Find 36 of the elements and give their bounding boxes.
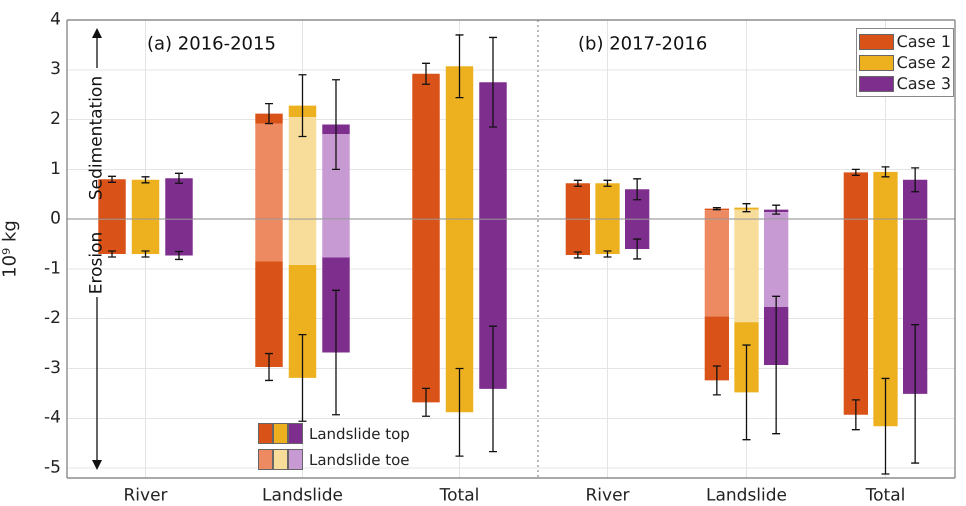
x-tick-label: Total	[864, 486, 906, 506]
x-tick-label: River	[123, 486, 168, 506]
bar	[255, 261, 283, 367]
bar	[704, 316, 730, 380]
x-tick-label: Landslide	[706, 486, 788, 506]
y-tick-label: 3	[50, 59, 61, 80]
bar	[322, 124, 350, 134]
bar	[764, 306, 788, 365]
bar	[288, 264, 316, 378]
annotation: (a) 2016-2015	[147, 34, 276, 55]
y-tick-label: -3	[44, 358, 61, 378]
y-tick-label: -1	[44, 258, 61, 278]
y-tick-label: -5	[44, 457, 61, 478]
bar	[255, 114, 283, 124]
annotation: Erosion	[86, 232, 106, 294]
y-tick-label: -2	[44, 308, 61, 328]
legend-label: Case 2	[896, 53, 951, 72]
y-tick-label: 4	[50, 9, 61, 30]
legend-label: Case 3	[896, 74, 951, 93]
y-tick-label: 2	[50, 108, 61, 129]
annotation: Sedimentation	[86, 76, 106, 200]
x-tick-label: Landslide	[262, 486, 344, 506]
legend-label: Case 1	[896, 32, 951, 51]
x-tick-label: Total	[438, 486, 480, 506]
y-axis-title: 10⁹ kg	[0, 220, 20, 278]
bar	[322, 257, 350, 353]
bar	[734, 322, 759, 392]
y-tick-label: -4	[44, 408, 61, 428]
annotation: Landslide top	[309, 424, 410, 442]
bar	[288, 106, 316, 118]
y-tick-label: 0	[50, 208, 61, 229]
y-tick-label: 1	[50, 158, 61, 179]
bar	[764, 210, 788, 212]
x-tick-label: River	[585, 486, 630, 506]
annotation: Landslide toe	[309, 450, 410, 468]
annotation: (b) 2017-2016	[578, 34, 708, 55]
